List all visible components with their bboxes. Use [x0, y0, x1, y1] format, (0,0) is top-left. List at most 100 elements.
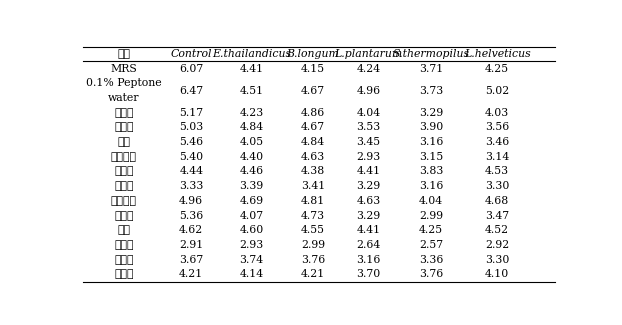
Text: 3.46: 3.46 — [485, 137, 509, 147]
Text: E.thailandicus: E.thailandicus — [212, 49, 291, 59]
Text: 5.17: 5.17 — [179, 108, 203, 118]
Text: 4.41: 4.41 — [239, 64, 264, 73]
Text: 4.68: 4.68 — [485, 196, 509, 206]
Text: 2.93: 2.93 — [356, 152, 381, 162]
Text: 4.81: 4.81 — [301, 196, 325, 206]
Text: 3.56: 3.56 — [485, 123, 509, 132]
Text: 5.46: 5.46 — [179, 137, 203, 147]
Text: 4.86: 4.86 — [301, 108, 325, 118]
Text: 4.04: 4.04 — [356, 108, 381, 118]
Text: 꾸지뽕: 꾸지뽕 — [114, 123, 134, 132]
Text: 4.96: 4.96 — [356, 85, 381, 96]
Text: 4.41: 4.41 — [356, 166, 381, 176]
Text: 4.84: 4.84 — [239, 123, 264, 132]
Text: L.helveticus: L.helveticus — [464, 49, 531, 59]
Text: 4.73: 4.73 — [301, 211, 325, 221]
Text: 3.16: 3.16 — [419, 137, 443, 147]
Text: 2.99: 2.99 — [419, 211, 443, 221]
Text: 3.74: 3.74 — [239, 255, 264, 265]
Text: 4.03: 4.03 — [485, 108, 509, 118]
Text: 4.96: 4.96 — [179, 196, 203, 206]
Text: 3.76: 3.76 — [419, 269, 443, 280]
Text: 4.63: 4.63 — [301, 152, 325, 162]
Text: 3.83: 3.83 — [419, 166, 443, 176]
Text: 4.14: 4.14 — [239, 269, 264, 280]
Text: 4.07: 4.07 — [239, 211, 264, 221]
Text: 2.99: 2.99 — [301, 240, 325, 250]
Text: Control: Control — [170, 49, 212, 59]
Text: 양배추: 양배추 — [114, 211, 134, 221]
Text: 3.45: 3.45 — [356, 137, 381, 147]
Text: S.thermopilus: S.thermopilus — [392, 49, 470, 59]
Text: 4.84: 4.84 — [301, 137, 325, 147]
Text: L.plantarum: L.plantarum — [334, 49, 402, 59]
Text: B.longum: B.longum — [287, 49, 340, 59]
Text: 0.1% Peptone: 0.1% Peptone — [86, 78, 162, 88]
Text: 오미자: 오미자 — [114, 240, 134, 250]
Text: 당근: 당근 — [118, 137, 131, 147]
Text: 2.64: 2.64 — [356, 240, 381, 250]
Text: 3.29: 3.29 — [356, 211, 381, 221]
Text: 3.36: 3.36 — [419, 255, 443, 265]
Text: 6.47: 6.47 — [179, 85, 203, 96]
Text: 4.67: 4.67 — [301, 85, 325, 96]
Text: 4.53: 4.53 — [485, 166, 509, 176]
Text: 여주: 여주 — [118, 225, 131, 235]
Text: 3.30: 3.30 — [485, 181, 509, 191]
Text: 3.76: 3.76 — [301, 255, 325, 265]
Text: 미성숙감: 미성숙감 — [111, 152, 137, 162]
Text: water: water — [108, 93, 140, 103]
Text: 3.16: 3.16 — [419, 181, 443, 191]
Text: 4.25: 4.25 — [419, 225, 443, 235]
Text: 4.52: 4.52 — [485, 225, 509, 235]
Text: 4.69: 4.69 — [239, 196, 264, 206]
Text: 3.71: 3.71 — [419, 64, 443, 73]
Text: 3.90: 3.90 — [419, 123, 443, 132]
Text: 3.39: 3.39 — [239, 181, 264, 191]
Text: 3.73: 3.73 — [419, 85, 443, 96]
Text: 참다래: 참다래 — [114, 255, 134, 265]
Text: 3.67: 3.67 — [179, 255, 203, 265]
Text: 5.02: 5.02 — [485, 85, 509, 96]
Text: 4.23: 4.23 — [239, 108, 264, 118]
Text: 2.91: 2.91 — [179, 240, 203, 250]
Text: 3.41: 3.41 — [301, 181, 325, 191]
Text: 4.63: 4.63 — [356, 196, 381, 206]
Text: 쑥부쟁이: 쑥부쟁이 — [111, 196, 137, 206]
Text: 시료: 시료 — [118, 49, 131, 59]
Text: 5.03: 5.03 — [179, 123, 203, 132]
Text: 4.46: 4.46 — [239, 166, 264, 176]
Text: 2.92: 2.92 — [485, 240, 509, 250]
Text: 4.21: 4.21 — [179, 269, 203, 280]
Text: 4.40: 4.40 — [239, 152, 264, 162]
Text: 백년초: 백년초 — [114, 166, 134, 176]
Text: 3.29: 3.29 — [419, 108, 443, 118]
Text: 4.44: 4.44 — [179, 166, 203, 176]
Text: 4.24: 4.24 — [356, 64, 381, 73]
Text: 4.21: 4.21 — [301, 269, 325, 280]
Text: 구기자: 구기자 — [114, 108, 134, 118]
Text: 4.67: 4.67 — [301, 123, 325, 132]
Text: 4.41: 4.41 — [356, 225, 381, 235]
Text: 5.40: 5.40 — [179, 152, 203, 162]
Text: 흑마늘: 흑마늘 — [114, 269, 134, 280]
Text: 3.29: 3.29 — [356, 181, 381, 191]
Text: 4.15: 4.15 — [301, 64, 325, 73]
Text: 4.55: 4.55 — [301, 225, 325, 235]
Text: 3.33: 3.33 — [179, 181, 203, 191]
Text: 5.36: 5.36 — [179, 211, 203, 221]
Text: 2.93: 2.93 — [239, 240, 264, 250]
Text: 산수유: 산수유 — [114, 181, 134, 191]
Text: 6.07: 6.07 — [179, 64, 203, 73]
Text: 4.51: 4.51 — [239, 85, 264, 96]
Text: 3.14: 3.14 — [485, 152, 509, 162]
Text: 3.70: 3.70 — [356, 269, 381, 280]
Text: 4.10: 4.10 — [485, 269, 509, 280]
Text: 4.25: 4.25 — [485, 64, 509, 73]
Text: 4.05: 4.05 — [239, 137, 264, 147]
Text: 4.38: 4.38 — [301, 166, 325, 176]
Text: 3.53: 3.53 — [356, 123, 381, 132]
Text: 3.30: 3.30 — [485, 255, 509, 265]
Text: 3.47: 3.47 — [485, 211, 509, 221]
Text: 4.60: 4.60 — [239, 225, 264, 235]
